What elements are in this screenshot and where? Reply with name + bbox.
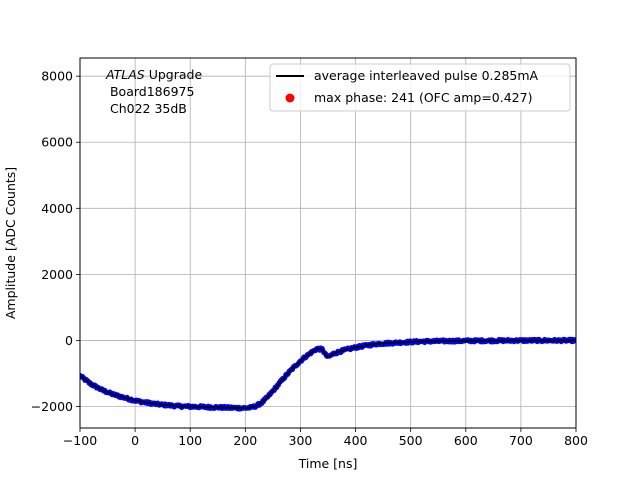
- x-axis-ticks: −100 0 100 200 300 400 500 600 700 800: [63, 428, 588, 448]
- x-tick-label: 0: [131, 433, 139, 448]
- x-tick-label: 700: [509, 433, 533, 448]
- y-axis-ticks: −2000 0 2000 4000 6000 8000: [31, 69, 80, 414]
- channel-label: Ch022 35dB: [106, 101, 187, 116]
- x-tick-label: 500: [399, 433, 423, 448]
- y-tick-label: −2000: [31, 399, 73, 414]
- x-tick-label: 100: [178, 433, 202, 448]
- legend-box: [269, 63, 571, 112]
- y-tick-label: 4000: [41, 201, 73, 216]
- x-tick-label: 300: [289, 433, 313, 448]
- x-tick-label: 600: [454, 433, 478, 448]
- x-tick-label: 400: [344, 433, 368, 448]
- atlas-annotation: ATLAS Upgrade Board186975 Ch022 35dB: [105, 67, 202, 116]
- plot-frame: [79, 57, 577, 429]
- legend: average interleaved pulse 0.285mA max ph…: [269, 63, 571, 112]
- average-line-group: [80, 339, 576, 410]
- x-tick-label: 800: [564, 433, 588, 448]
- upgrade-label: Upgrade: [145, 67, 203, 82]
- y-axis-label: Amplitude [ADC Counts]: [3, 167, 18, 319]
- y-tick-label: 2000: [41, 267, 73, 282]
- svg-text:ATLAS Upgrade: ATLAS Upgrade: [105, 67, 202, 82]
- atlas-label: ATLAS: [105, 67, 145, 82]
- legend-entry-max-phase: max phase: 241 (OFC amp=0.427): [314, 90, 532, 105]
- x-axis-label: Time [ns]: [298, 456, 358, 471]
- y-tick-label: 0: [65, 333, 73, 348]
- board-label: Board186975: [106, 84, 194, 99]
- legend-dot-swatch: [285, 93, 295, 103]
- average-pulse-line: [80, 339, 576, 410]
- x-tick-label: −100: [63, 433, 97, 448]
- legend-entry-average: average interleaved pulse 0.285mA: [314, 68, 539, 83]
- y-tick-label: 8000: [41, 69, 73, 84]
- x-tick-label: 200: [233, 433, 257, 448]
- y-tick-label: 6000: [41, 135, 73, 150]
